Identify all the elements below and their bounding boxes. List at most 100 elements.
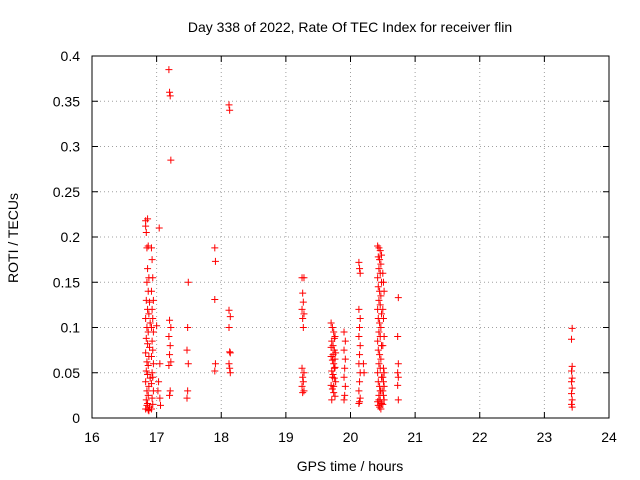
data-point [376,256,384,264]
data-point [211,295,219,303]
data-point [375,265,383,273]
data-point [394,294,402,302]
data-point [225,360,233,368]
data-point [144,340,152,348]
data-point [144,362,152,370]
data-point [376,301,384,309]
data-point [166,351,174,359]
data-point [183,346,191,354]
data-point [330,328,338,336]
data-point [374,274,382,282]
data-point [225,306,233,314]
data-point [374,401,382,409]
data-point [360,369,368,377]
data-point [374,337,382,345]
data-point [377,260,385,268]
data-point [568,378,576,386]
data-point [355,400,363,408]
data-point [211,244,219,252]
x-tick-label: 16 [84,429,100,445]
data-point [142,396,150,404]
y-tick-label: 0.25 [53,184,80,200]
data-point [184,324,192,331]
data-point [144,265,152,273]
data-point [165,66,173,74]
data-point [394,369,402,377]
data-point [341,355,349,363]
data-point [149,296,157,304]
x-axis-ticks: 16 17 18 19 20 21 22 23 24 [84,56,617,445]
x-tick-label: 21 [407,429,423,445]
data-point [355,258,363,266]
data-point [166,391,174,399]
data-point [211,360,219,368]
y-tick-label: 0 [72,410,80,426]
data-point [225,101,233,109]
data-point [376,247,384,255]
data-point [155,378,163,386]
data-point [380,382,388,390]
data-point [142,334,150,342]
data-point [341,391,349,399]
data-point [149,360,157,368]
data-point [356,324,364,331]
data-point [298,305,306,313]
data-point [147,244,155,252]
data-point [375,328,383,336]
data-point [330,364,338,372]
data-point [394,360,402,368]
data-point [211,367,219,375]
data-point [340,396,348,404]
data-point [167,156,175,164]
data-point [568,384,576,392]
data-point [374,242,382,250]
data-point [341,337,349,345]
data-point [379,378,387,386]
y-tick-label: 0.3 [61,139,81,155]
x-tick-label: 17 [149,429,165,445]
data-point [154,387,162,395]
data-point [299,298,307,306]
data-point [226,369,234,377]
data-point [142,228,150,236]
data-point [379,314,387,322]
data-point [340,328,348,336]
data-point [142,314,150,322]
data-point [356,269,364,277]
y-tick-label: 0.2 [61,229,81,245]
x-tick-label: 24 [601,429,617,445]
data-point [380,333,388,341]
data-point [379,400,387,408]
data-point [379,373,387,381]
data-point [166,88,174,96]
data-point [299,378,307,386]
data-point [148,256,156,264]
data-point [142,296,150,304]
data-point [147,287,155,295]
data-point [149,274,157,282]
data-point [380,369,388,377]
data-point [330,360,338,368]
data-point [298,382,306,390]
data-point [355,387,363,395]
data-point [299,389,307,397]
data-point [143,401,151,409]
data-point [379,269,387,277]
data-point [146,298,154,306]
data-point [376,351,384,359]
data-point [374,283,382,291]
data-point [300,387,308,395]
data-point [568,374,576,382]
data-point [356,342,364,350]
data-point [167,358,175,366]
data-point [340,373,348,381]
data-point [356,398,364,406]
data-point [379,387,387,395]
data-point [379,342,387,350]
data-point [568,362,576,370]
data-point [300,369,308,377]
x-tick-label: 20 [343,429,359,445]
y-tick-label: 0.05 [53,365,80,381]
data-point [147,405,155,413]
